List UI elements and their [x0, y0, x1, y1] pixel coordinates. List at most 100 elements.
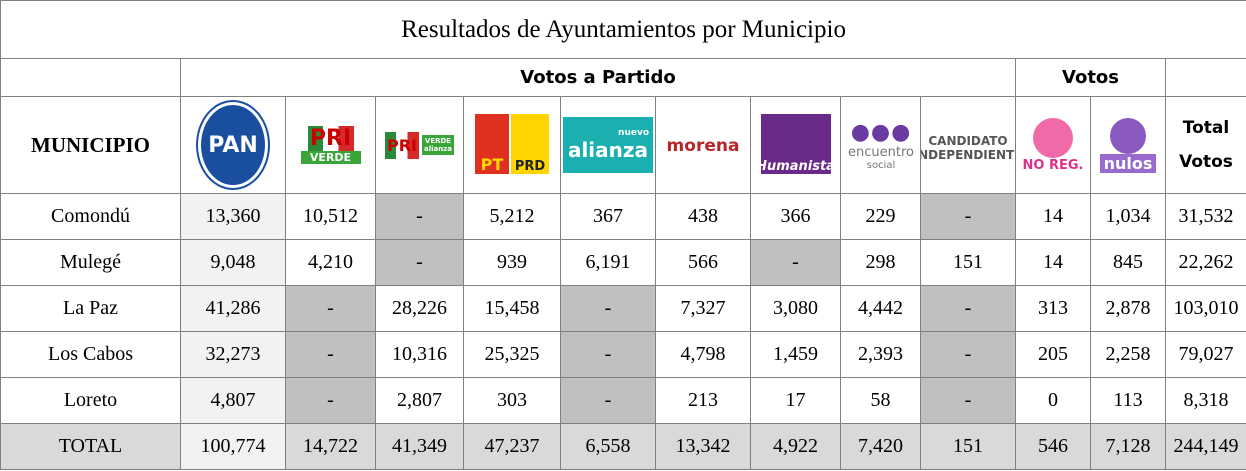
table-cell: -: [920, 377, 1016, 424]
table-cell: 7,128: [1090, 423, 1166, 470]
table-row: Los Cabos 32,273-10,316 25,325-4,798 1,459 2…: [0, 331, 1246, 378]
table-cell: 8,318: [1164, 377, 1246, 424]
group-header: Votos: [1015, 58, 1166, 97]
logo-text: INDEPENDIENTE: [922, 148, 1015, 162]
table-cell: 366: [750, 193, 841, 240]
table-cell: 2,878: [1090, 285, 1166, 332]
logo-icon: [1033, 117, 1073, 158]
table-cell: 438: [655, 193, 751, 240]
table-cell: Los Cabos: [0, 331, 181, 378]
table-cell: 31,532: [1164, 193, 1246, 240]
table-cell: 229: [840, 193, 921, 240]
table-cell: -: [920, 331, 1016, 378]
column-header: Total: [1182, 118, 1230, 138]
table-cell: 15,458: [463, 285, 561, 332]
table-cell: 1,459: [750, 331, 841, 378]
table-cell: -: [560, 331, 656, 378]
logo-pan: PAN: [198, 102, 268, 188]
table-cell: 41,349: [375, 423, 464, 470]
table-cell: 32,273: [180, 331, 286, 378]
logo-text: nulos: [1099, 153, 1157, 173]
table-row: Loreto 4,807-2,807 303-213 17 58-0 113 8,318: [0, 377, 1246, 424]
table-cell: 13,342: [655, 423, 751, 470]
table-cell: 845: [1090, 239, 1166, 286]
table-cell: 4,807: [180, 377, 286, 424]
logo-text: encuentro: [848, 144, 914, 160]
logo-text: alianza: [567, 138, 649, 162]
table-cell: 47,237: [463, 423, 561, 470]
table-cell: 4,442: [840, 285, 921, 332]
table-cell: Comondú: [0, 193, 181, 240]
table-cell: 79,027: [1164, 331, 1246, 378]
logo-verde-alianza: VERDE alianza: [421, 135, 455, 155]
table-row: TOTAL 100,774 14,722 41,349 47,237 6,558 13,34…: [0, 423, 1246, 470]
table-cell: 213: [655, 377, 751, 424]
table-cell: -: [920, 285, 1016, 332]
logo-text: social: [866, 159, 896, 171]
table-cell: -: [375, 239, 464, 286]
table-cell: 14: [1015, 193, 1091, 240]
table-cell: 25,325: [463, 331, 561, 378]
table-cell: 244,149: [1164, 423, 1246, 470]
table-cell: 9,048: [180, 239, 286, 286]
table-cell: 13,360: [180, 193, 286, 240]
table-cell: 566: [655, 239, 751, 286]
logo-text: alianza: [423, 145, 453, 153]
table-cell: 5,212: [463, 193, 561, 240]
table-cell: 939: [463, 239, 561, 286]
table-cell: 10,512: [285, 193, 376, 240]
table-row: Comondú 13,360 10,512-5,212 367 438 366 229-14…: [0, 193, 1246, 240]
logo-text: nuevo: [618, 128, 649, 138]
table-cell: Loreto: [0, 377, 181, 424]
table-cell: 298: [840, 239, 921, 286]
table-cell: 1,034: [1090, 193, 1166, 240]
table-row: Mulegé 9,048 4,210-939 6,191 566-298 151 14 845…: [0, 239, 1246, 286]
table-cell: 14: [1015, 239, 1091, 286]
table-cell: 151: [920, 423, 1016, 470]
logo-pri: PRI: [384, 131, 419, 159]
table-cell: 2,807: [375, 377, 464, 424]
table-cell: -: [560, 377, 656, 424]
table-cell: -: [285, 377, 376, 424]
table-cell: 41,286: [180, 285, 286, 332]
table-row: La Paz 41,286-28,226 15,458-7,327 3,080 4,44…: [0, 285, 1246, 332]
table-cell: 58: [840, 377, 921, 424]
table-cell: 2,258: [1090, 331, 1166, 378]
table-cell: -: [920, 193, 1016, 240]
logo-verde: VERDE: [300, 151, 361, 164]
table-cell: -: [750, 239, 841, 286]
logo-text: CANDIDATO: [928, 134, 1008, 148]
logo-prd: PRD: [511, 114, 549, 174]
table-cell: 113: [1090, 377, 1166, 424]
table-cell: La Paz: [0, 285, 181, 332]
table-cell: 6,191: [560, 239, 656, 286]
table-cell: 546: [1015, 423, 1091, 470]
table-cell: TOTAL: [0, 423, 181, 470]
table-cell: 2,393: [840, 331, 921, 378]
table-title: Resultados de Ayuntamientos por Municipi…: [0, 0, 1246, 59]
logo-icon: [1110, 117, 1146, 154]
table-cell: -: [375, 193, 464, 240]
table-cell: 4,210: [285, 239, 376, 286]
table-cell: -: [285, 331, 376, 378]
table-cell: Mulegé: [0, 239, 181, 286]
table-cell: 205: [1015, 331, 1091, 378]
table-cell: 367: [560, 193, 656, 240]
table-cell: 7,420: [840, 423, 921, 470]
table-cell: 4,798: [655, 331, 751, 378]
logo-text: NO REG.: [1022, 157, 1084, 173]
table-cell: 100,774: [180, 423, 286, 470]
table-cell: -: [285, 285, 376, 332]
logo-morena: morena: [666, 135, 740, 156]
table-cell: 28,226: [375, 285, 464, 332]
logo-text: VERDE: [424, 137, 452, 145]
column-header: MUNICIPIO: [0, 96, 181, 194]
table-cell: 6,558: [560, 423, 656, 470]
table-cell: 14,722: [285, 423, 376, 470]
table-cell: 0: [1015, 377, 1091, 424]
table-cell: 17: [750, 377, 841, 424]
column-header: Votos: [1179, 152, 1233, 172]
table-cell: 303: [463, 377, 561, 424]
